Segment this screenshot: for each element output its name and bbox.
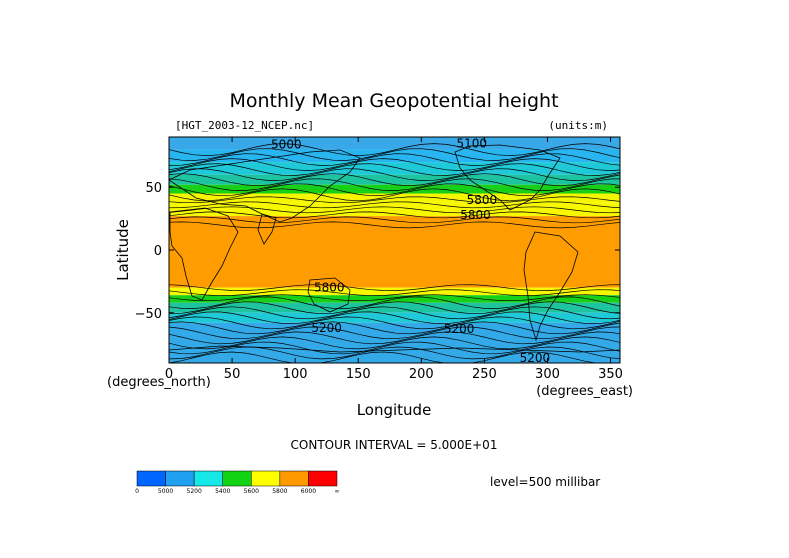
contour-label: 5000 bbox=[271, 138, 302, 152]
colorbar-label: 5200 bbox=[187, 488, 202, 495]
contour-line bbox=[169, 321, 620, 335]
colorbar-label: 6000 bbox=[301, 488, 316, 495]
x-tick-label: 50 bbox=[224, 367, 241, 382]
contour-line bbox=[169, 196, 620, 204]
contour-line bbox=[169, 201, 620, 209]
contour-line bbox=[169, 221, 620, 229]
contour-line bbox=[169, 296, 620, 309]
x-tick-label: 300 bbox=[535, 367, 560, 382]
contour-line bbox=[169, 316, 620, 330]
contour-line bbox=[169, 301, 620, 315]
africa-outline bbox=[169, 207, 239, 301]
contour-line bbox=[169, 211, 620, 219]
south-america-outline bbox=[523, 231, 579, 342]
fill-band-11 bbox=[169, 312, 620, 323]
antarctica-outline bbox=[169, 345, 620, 353]
contour-line bbox=[169, 351, 620, 363]
colorbar-label: 5600 bbox=[244, 488, 259, 495]
contour-line bbox=[169, 163, 620, 176]
contour-line bbox=[169, 306, 620, 320]
contour-lines bbox=[169, 143, 620, 363]
contour-line bbox=[169, 206, 620, 214]
plot-area bbox=[169, 137, 620, 363]
colorbar-label: ∞ bbox=[335, 488, 340, 495]
x-axis-ticks: 0 50 100 150 200 250 300 350 bbox=[165, 137, 623, 382]
colorbar-swatch bbox=[193, 470, 223, 487]
colorbar-label: 5000 bbox=[158, 488, 173, 495]
units-label: (units:m) bbox=[548, 119, 608, 132]
fill-band-1 bbox=[169, 149, 620, 163]
y-tick-label: −50 bbox=[135, 307, 162, 322]
y-axis-ticks: 50 0 −50 bbox=[135, 181, 620, 322]
x-tick-label: 250 bbox=[472, 367, 497, 382]
colorbar-label: 0 bbox=[135, 488, 139, 495]
continent-outlines bbox=[169, 144, 620, 353]
contour-label: 5200 bbox=[520, 351, 551, 365]
colorbar-swatch bbox=[136, 470, 166, 487]
colorbar-swatch bbox=[222, 470, 252, 487]
colorbar-swatch bbox=[279, 470, 309, 487]
contour-line bbox=[169, 173, 620, 187]
source-label: [HGT_2003-12_NCEP.nc] bbox=[175, 119, 314, 132]
contour-line bbox=[169, 183, 620, 197]
fill-band-0 bbox=[169, 137, 620, 150]
contour-label: 5200 bbox=[444, 322, 475, 336]
colorbar-label: 5400 bbox=[215, 488, 230, 495]
contour-line bbox=[169, 148, 620, 161]
colorbar-swatch bbox=[308, 470, 338, 487]
chart-title: Monthly Mean Geopotential height bbox=[229, 90, 558, 112]
contour-label: 5800 bbox=[314, 281, 345, 295]
eurasia-outline bbox=[169, 149, 361, 223]
fill-bands bbox=[169, 137, 620, 363]
contour-line bbox=[169, 311, 620, 325]
fill-band-7 bbox=[169, 216, 620, 288]
x-tick-label: 350 bbox=[598, 367, 623, 382]
x-axis-title: Longitude bbox=[357, 401, 432, 419]
y-axis-title: Latitude bbox=[114, 219, 132, 281]
contour-line bbox=[169, 178, 620, 191]
contour-line bbox=[169, 346, 620, 360]
contour-line bbox=[169, 294, 620, 302]
x-unit-label: (degrees_east) bbox=[536, 384, 633, 399]
contour-line bbox=[169, 289, 620, 297]
contour-line bbox=[169, 216, 620, 224]
level-text: level=500 millibar bbox=[490, 475, 600, 489]
colorbar-label: 5800 bbox=[272, 488, 287, 495]
x-tick-label: 200 bbox=[409, 367, 434, 382]
colorbar-swatch bbox=[251, 470, 281, 487]
contour-label: 5200 bbox=[311, 321, 342, 335]
contour-line bbox=[169, 331, 620, 345]
contour-line bbox=[169, 153, 620, 166]
x-tick-label: 0 bbox=[165, 367, 173, 382]
contour-line bbox=[169, 188, 620, 202]
contour-line bbox=[169, 143, 620, 156]
colorbar-swatch bbox=[165, 470, 195, 487]
contour-label: 5800 bbox=[467, 193, 498, 207]
colorbar-legend: 0 5000 5200 5400 5600 5800 6000 ∞ bbox=[135, 470, 340, 495]
contour-interval-text: CONTOUR INTERVAL = 5.000E+01 bbox=[291, 438, 498, 452]
y-tick-label: 0 bbox=[154, 244, 162, 259]
contour-line bbox=[169, 284, 620, 291]
contour-line bbox=[169, 336, 620, 350]
contour-line bbox=[169, 158, 620, 171]
fill-band-3 bbox=[169, 174, 620, 185]
contour-label: 5100 bbox=[456, 136, 487, 150]
x-tick-label: 100 bbox=[283, 367, 308, 382]
fill-band-2 bbox=[169, 162, 620, 175]
fill-band-4 bbox=[169, 184, 620, 194]
contour-line bbox=[169, 326, 620, 340]
y-unit-label: (degrees_north) bbox=[107, 375, 211, 390]
fill-band-8 bbox=[169, 287, 620, 296]
contour-label: 5800 bbox=[460, 208, 491, 222]
y-tick-label: 50 bbox=[145, 181, 162, 196]
australia-outline bbox=[307, 277, 351, 313]
contour-line bbox=[169, 341, 620, 355]
x-tick-label: 150 bbox=[346, 367, 371, 382]
contour-line bbox=[169, 168, 620, 181]
